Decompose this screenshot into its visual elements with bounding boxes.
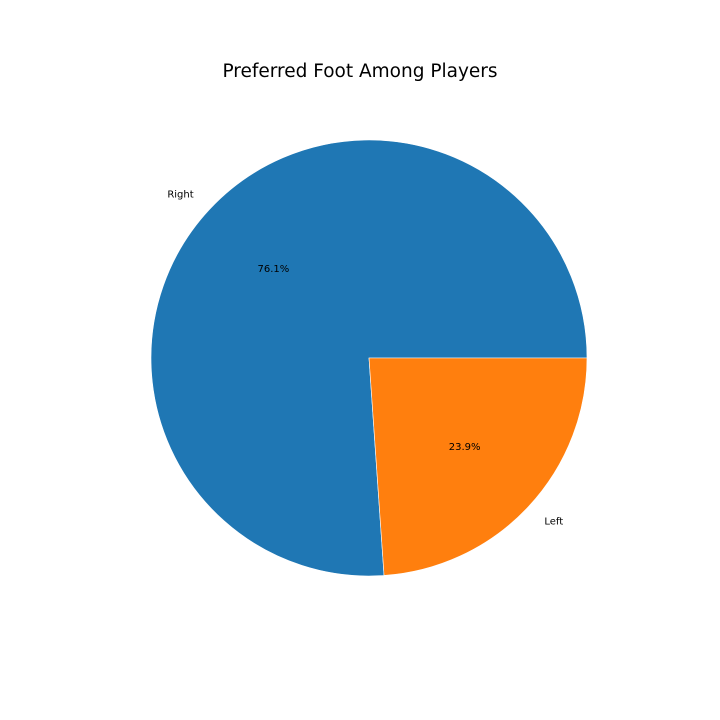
pie-slice-left <box>368 357 588 576</box>
slice-percent-right: 76.1% <box>257 264 289 275</box>
slice-label-right: Right <box>167 189 193 200</box>
chart-title: Preferred Foot Among Players <box>222 61 498 82</box>
slice-label-left: Left <box>544 517 563 528</box>
slice-percent-left: 23.9% <box>449 442 481 453</box>
